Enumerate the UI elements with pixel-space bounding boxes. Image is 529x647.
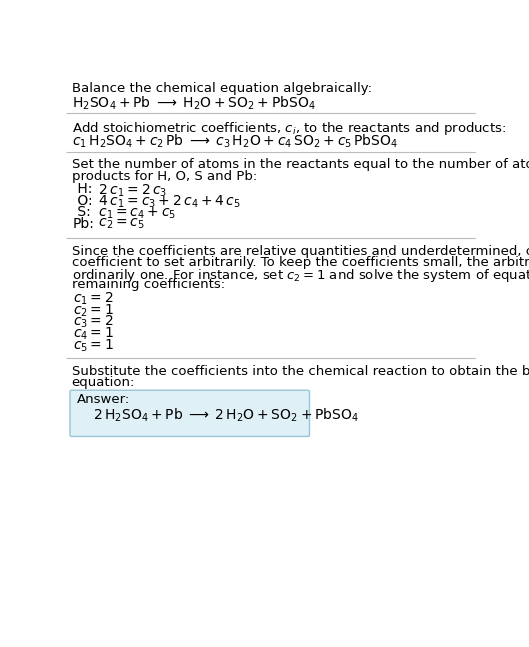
Text: $c_1 = 2$: $c_1 = 2$ xyxy=(73,291,114,307)
Text: $c_3 = 2$: $c_3 = 2$ xyxy=(73,314,114,331)
Text: Answer:: Answer: xyxy=(77,393,130,406)
Text: H:: H: xyxy=(73,182,93,196)
Text: $c_5 = 1$: $c_5 = 1$ xyxy=(73,337,114,353)
Text: coefficient to set arbitrarily. To keep the coefficients small, the arbitrary va: coefficient to set arbitrarily. To keep … xyxy=(71,256,529,269)
Text: Add stoichiometric coefficients, $c_i$, to the reactants and products:: Add stoichiometric coefficients, $c_i$, … xyxy=(71,120,506,137)
Text: $c_4 = 1$: $c_4 = 1$ xyxy=(73,325,114,342)
Text: $\;4\,c_1 = c_3 + 2\,c_4 + 4\,c_5$: $\;4\,c_1 = c_3 + 2\,c_4 + 4\,c_5$ xyxy=(95,194,241,210)
Text: $c_1\,\mathrm{H_2SO_4} + c_2\,\mathrm{Pb} \;\longrightarrow\; c_3\,\mathrm{H_2O}: $c_1\,\mathrm{H_2SO_4} + c_2\,\mathrm{Pb… xyxy=(71,133,398,151)
Text: $2\,\mathrm{H_2SO_4} + \mathrm{Pb} \;\longrightarrow\; 2\,\mathrm{H_2O} + \mathr: $2\,\mathrm{H_2SO_4} + \mathrm{Pb} \;\lo… xyxy=(93,407,359,424)
Text: Pb:: Pb: xyxy=(73,217,95,231)
Text: Set the number of atoms in the reactants equal to the number of atoms in the: Set the number of atoms in the reactants… xyxy=(71,159,529,171)
Text: remaining coefficients:: remaining coefficients: xyxy=(71,278,225,291)
Text: $\;c_1 = c_4 + c_5$: $\;c_1 = c_4 + c_5$ xyxy=(95,206,176,221)
Text: products for H, O, S and Pb:: products for H, O, S and Pb: xyxy=(71,170,257,182)
Text: $\mathrm{H_2SO_4} + \mathrm{Pb} \;\longrightarrow\; \mathrm{H_2O} + \mathrm{SO_2: $\mathrm{H_2SO_4} + \mathrm{Pb} \;\longr… xyxy=(71,95,315,113)
FancyBboxPatch shape xyxy=(70,390,309,437)
Text: O:: O: xyxy=(73,194,93,208)
Text: $c_2 = 1$: $c_2 = 1$ xyxy=(73,303,114,319)
Text: Balance the chemical equation algebraically:: Balance the chemical equation algebraica… xyxy=(71,82,371,95)
Text: ordinarily one. For instance, set $c_2 = 1$ and solve the system of equations fo: ordinarily one. For instance, set $c_2 =… xyxy=(71,267,529,284)
Text: $\;c_2 = c_5$: $\;c_2 = c_5$ xyxy=(95,217,145,232)
Text: $\;2\,c_1 = 2\,c_3$: $\;2\,c_1 = 2\,c_3$ xyxy=(95,182,167,199)
Text: S:: S: xyxy=(73,206,91,219)
Text: Since the coefficients are relative quantities and underdetermined, choose a: Since the coefficients are relative quan… xyxy=(71,245,529,258)
Text: equation:: equation: xyxy=(71,376,135,389)
Text: Substitute the coefficients into the chemical reaction to obtain the balanced: Substitute the coefficients into the che… xyxy=(71,365,529,378)
